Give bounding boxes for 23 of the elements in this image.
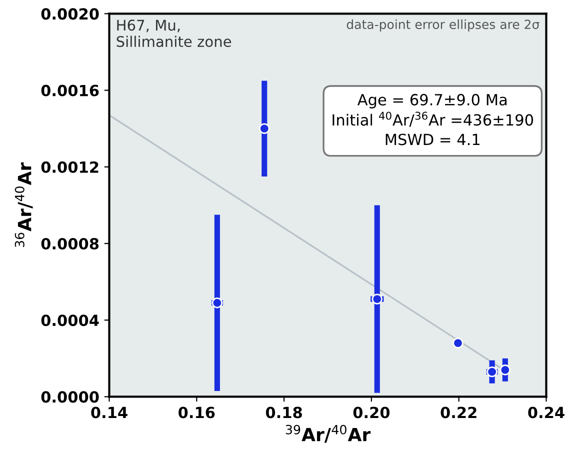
y-tick-label: 0.0016 (41, 84, 99, 96)
x-tick-label: 0.18 (266, 406, 302, 418)
annotation: data-point error ellipses are 2σ (346, 19, 540, 32)
point (500, 364, 511, 376)
point (452, 338, 464, 348)
point (486, 366, 498, 378)
x-tick-label: 0.14 (91, 406, 128, 418)
point (372, 294, 382, 304)
annotation: Age = 69.7±9.0 Ma Initial $^{40}$Ar/$^{36}$Ar =436±190 MSWD = 4.1 (332, 94, 534, 146)
y-axis-title: $^{36}$Ar/$^{40}$Ar (14, 162, 33, 248)
point (259, 123, 270, 134)
x-tick-label: 0.16 (178, 406, 215, 418)
x-tick-label: 0.24 (528, 406, 564, 418)
y-tick-label: 0.0012 (41, 161, 98, 173)
y-tick-label: 0.0000 (41, 391, 99, 403)
y-tick-label: 0.0020 (41, 8, 99, 20)
point (212, 298, 223, 308)
x-tick-label: 0.20 (353, 406, 390, 418)
annotation: H67, Mu, Sillimanite zone (116, 20, 232, 48)
x-axis-title: $^{39}$Ar/$^{40}$Ar (286, 424, 371, 443)
x-tick-label: 0.22 (440, 406, 476, 418)
y-tick-label: 0.0004 (41, 314, 99, 326)
y-tick-label: 0.0008 (41, 238, 99, 250)
